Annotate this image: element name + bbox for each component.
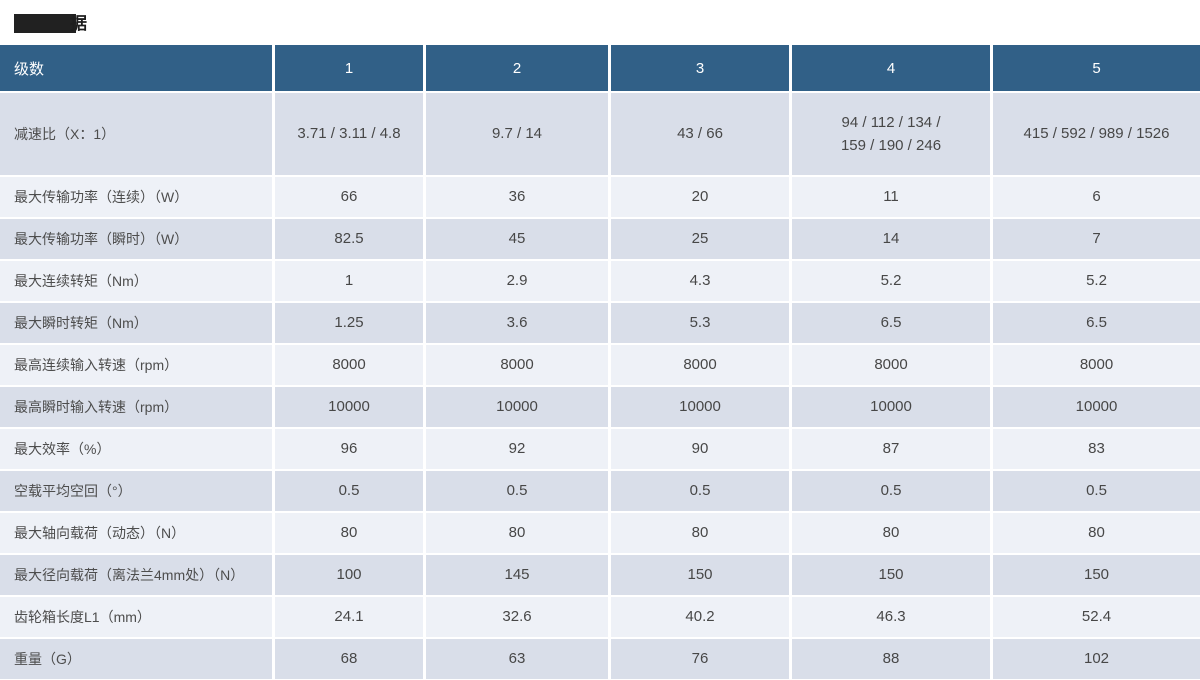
table-cell: 8000	[611, 345, 789, 385]
title-redaction-box	[14, 13, 76, 33]
table-cell: 6.5	[993, 303, 1200, 343]
table-cell: 1.25	[275, 303, 423, 343]
table-cell: 150	[792, 555, 990, 595]
table-cell: 415 / 592 / 989 / 1526	[993, 93, 1200, 175]
table-cell: 8000	[792, 345, 990, 385]
column-header-4: 4	[792, 45, 990, 91]
table-cell: 150	[611, 555, 789, 595]
row-label: 最高连续输入转速（rpm）	[0, 345, 272, 385]
table-cell: 40.2	[611, 597, 789, 637]
table-cell: 80	[993, 513, 1200, 553]
column-header-3: 3	[611, 45, 789, 91]
table-cell: 32.6	[426, 597, 608, 637]
table-cell: 10000	[611, 387, 789, 427]
table-cell: 20	[611, 177, 789, 217]
table-cell: 5.3	[611, 303, 789, 343]
table-cell: 10000	[275, 387, 423, 427]
table-cell: 94 / 112 / 134 / 159 / 190 / 246	[792, 93, 990, 175]
table-cell: 80	[275, 513, 423, 553]
table-cell: 7	[993, 219, 1200, 259]
table-cell: 6	[993, 177, 1200, 217]
table-cell: 3.6	[426, 303, 608, 343]
table-cell: 11	[792, 177, 990, 217]
table-cell: 45	[426, 219, 608, 259]
table-cell: 100	[275, 555, 423, 595]
table-cell: 82.5	[275, 219, 423, 259]
row-label: 最大瞬时转矩（Nm）	[0, 303, 272, 343]
column-header-1: 1	[275, 45, 423, 91]
row-label: 齿轮箱长度L1（mm）	[0, 597, 272, 637]
table-cell: 0.5	[792, 471, 990, 511]
row-label: 减速比（X：1）	[0, 93, 272, 175]
table-cell: 88	[792, 639, 990, 679]
table-cell: 2.9	[426, 261, 608, 301]
table-cell: 0.5	[275, 471, 423, 511]
table-cell: 80	[792, 513, 990, 553]
table-cell: 8000	[993, 345, 1200, 385]
row-label: 最高瞬时输入转速（rpm）	[0, 387, 272, 427]
column-header-2: 2	[426, 45, 608, 91]
table-cell: 96	[275, 429, 423, 469]
table-cell: 102	[993, 639, 1200, 679]
table-cell: 5.2	[993, 261, 1200, 301]
table-cell: 0.5	[993, 471, 1200, 511]
table-cell: 8000	[275, 345, 423, 385]
table-cell: 66	[275, 177, 423, 217]
table-cell: 63	[426, 639, 608, 679]
table-cell: 80	[611, 513, 789, 553]
table-cell: 1	[275, 261, 423, 301]
table-cell: 83	[993, 429, 1200, 469]
row-label: 最大连续转矩（Nm）	[0, 261, 272, 301]
row-label: 最大轴向载荷（动态）（N）	[0, 513, 272, 553]
table-cell: 24.1	[275, 597, 423, 637]
table-cell: 68	[275, 639, 423, 679]
table-cell: 36	[426, 177, 608, 217]
table-cell: 14	[792, 219, 990, 259]
table-cell: 4.3	[611, 261, 789, 301]
table-cell: 46.3	[792, 597, 990, 637]
table-cell: 145	[426, 555, 608, 595]
table-cell: 3.71 / 3.11 / 4.8	[275, 93, 423, 175]
table-cell: 0.5	[426, 471, 608, 511]
row-label: 最大效率（%）	[0, 429, 272, 469]
table-cell: 52.4	[993, 597, 1200, 637]
table-cell: 0.5	[611, 471, 789, 511]
row-label: 空载平均空回（°）	[0, 471, 272, 511]
title-visible-text: 据	[70, 13, 87, 33]
row-label: 最大径向载荷（离法兰4mm处）（N）	[0, 555, 272, 595]
column-header-5: 5	[993, 45, 1200, 91]
table-cell: 8000	[426, 345, 608, 385]
table-cell: 80	[426, 513, 608, 553]
column-header-stages: 级数	[0, 45, 272, 91]
table-cell: 150	[993, 555, 1200, 595]
table-cell: 92	[426, 429, 608, 469]
table-cell: 90	[611, 429, 789, 469]
table-cell: 10000	[426, 387, 608, 427]
row-label: 最大传输功率（连续）（W）	[0, 177, 272, 217]
page-title: 据	[14, 11, 87, 35]
table-cell: 5.2	[792, 261, 990, 301]
spec-table: 级数 1 2 3 4 5 减速比（X：1） 3.71 / 3.11 / 4.8 9.7 / 14…	[0, 45, 1200, 679]
table-cell: 10000	[792, 387, 990, 427]
table-cell: 87	[792, 429, 990, 469]
table-cell: 10000	[993, 387, 1200, 427]
row-label: 重量（G）	[0, 639, 272, 679]
table-cell: 6.5	[792, 303, 990, 343]
table-cell: 25	[611, 219, 789, 259]
table-cell: 9.7 / 14	[426, 93, 608, 175]
row-label: 最大传输功率（瞬时）（W）	[0, 219, 272, 259]
table-cell: 43 / 66	[611, 93, 789, 175]
table-cell: 76	[611, 639, 789, 679]
